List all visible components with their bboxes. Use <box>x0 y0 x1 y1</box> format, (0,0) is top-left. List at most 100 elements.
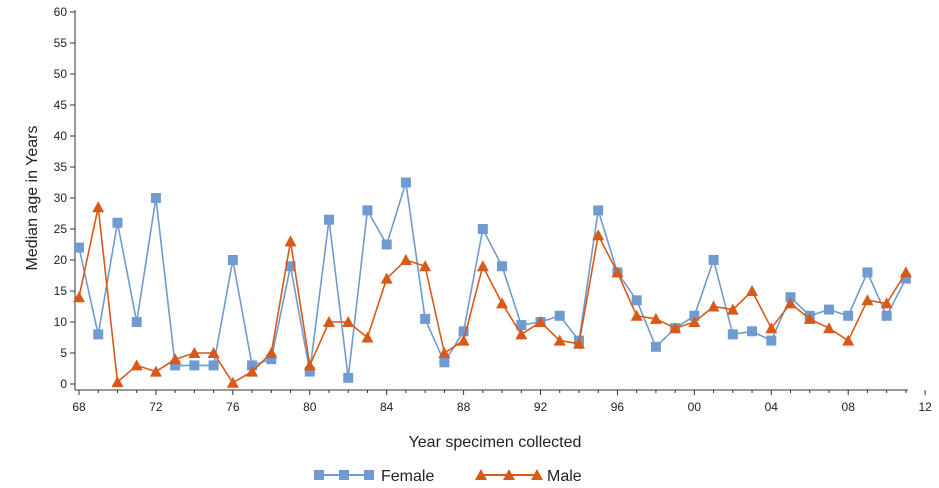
x-tick-label: 68 <box>72 400 86 414</box>
data-point-male <box>611 266 624 278</box>
y-tick-label: 30 <box>54 191 68 205</box>
data-point-female <box>497 261 508 272</box>
data-point-female <box>343 372 354 383</box>
data-point-male <box>130 359 143 371</box>
y-axis-title: Median age in Years <box>24 126 41 271</box>
data-point-female <box>785 292 796 303</box>
y-tick-label: 50 <box>54 67 68 81</box>
data-point-female <box>247 360 258 371</box>
x-tick-label: 92 <box>534 400 548 414</box>
data-point-female <box>823 304 834 315</box>
data-point-female <box>516 320 527 331</box>
data-point-male <box>399 254 412 265</box>
data-point-female <box>266 354 277 365</box>
data-point-female <box>650 341 661 352</box>
data-point-male <box>572 337 585 349</box>
legend-male-marker <box>531 469 543 480</box>
data-point-male <box>284 235 297 247</box>
data-point-male <box>669 322 682 334</box>
data-point-male <box>649 312 662 324</box>
data-point-male <box>149 365 162 377</box>
x-tick-label: 12 <box>918 400 932 414</box>
data-point-male <box>111 376 124 388</box>
data-point-male <box>73 291 85 303</box>
legend: Female Male <box>314 468 582 485</box>
data-point-female <box>304 366 315 377</box>
data-point-female <box>74 242 84 253</box>
data-point-male <box>842 334 855 346</box>
series-layer <box>73 177 912 388</box>
data-point-female <box>747 326 758 337</box>
data-point-male <box>322 316 335 327</box>
data-point-female <box>131 317 142 327</box>
legend-female-marker <box>364 470 374 480</box>
y-tick-label: 60 <box>54 5 68 19</box>
y-tick-label: 0 <box>60 377 67 391</box>
data-point-female <box>708 255 719 265</box>
y-tick-label: 55 <box>54 36 68 50</box>
y-tick-label: 25 <box>54 222 68 236</box>
data-point-female <box>458 326 469 337</box>
data-point-male <box>688 316 701 327</box>
series-male <box>73 201 912 388</box>
data-point-male <box>746 285 759 296</box>
data-point-male <box>419 260 432 272</box>
data-point-male <box>342 316 355 327</box>
data-point-female <box>900 273 911 284</box>
y-tick-label: 35 <box>54 160 68 174</box>
series-female <box>74 177 911 383</box>
data-point-male <box>169 353 182 365</box>
data-point-female <box>420 313 431 324</box>
data-point-female <box>208 360 219 371</box>
x-tick-label: 08 <box>842 400 856 414</box>
data-point-male <box>803 312 816 324</box>
data-point-female <box>727 329 738 340</box>
data-point-female <box>112 217 123 228</box>
y-tick-label: 10 <box>54 315 68 329</box>
data-point-male <box>534 316 547 327</box>
data-point-female <box>439 357 450 368</box>
data-point-male <box>822 322 835 334</box>
data-point-female <box>285 261 296 272</box>
legend-female-label: Female <box>381 468 434 485</box>
data-point-male <box>380 272 393 284</box>
data-point-female <box>323 214 334 225</box>
data-point-female <box>862 267 873 278</box>
data-point-male <box>707 300 720 312</box>
legend-female-marker <box>339 470 349 480</box>
data-point-female <box>400 177 411 188</box>
legend-male-marker <box>503 469 515 480</box>
x-tick-label: 72 <box>149 400 163 414</box>
y-tick-label: 40 <box>54 129 68 143</box>
data-point-female <box>381 239 392 250</box>
data-point-male <box>92 201 105 213</box>
data-point-male <box>515 328 528 340</box>
x-tick-label: 88 <box>457 400 471 414</box>
data-point-male <box>303 359 316 371</box>
data-point-male <box>457 334 470 346</box>
data-point-female <box>170 360 181 371</box>
data-point-male <box>476 260 489 272</box>
data-point-female <box>631 295 642 306</box>
data-point-male <box>630 309 643 321</box>
data-point-male <box>899 266 912 278</box>
data-point-female <box>227 255 238 265</box>
legend-item-female: Female <box>314 468 434 485</box>
data-point-male <box>880 297 893 309</box>
data-point-male <box>553 334 566 346</box>
y-tick-label: 5 <box>60 346 67 360</box>
y-tick-label: 15 <box>54 284 68 298</box>
data-point-female <box>477 224 488 234</box>
data-point-female <box>554 310 565 321</box>
y-tick-label: 20 <box>54 253 68 267</box>
x-tick-label: 84 <box>380 400 394 414</box>
data-point-female <box>93 329 104 340</box>
legend-female-marker <box>314 470 324 480</box>
data-point-male <box>207 347 220 358</box>
y-tick-label: 45 <box>54 98 68 112</box>
data-point-male <box>726 303 739 315</box>
x-tick-label: 00 <box>688 400 702 414</box>
x-tick-label: 96 <box>611 400 625 414</box>
series-female-line <box>78 182 907 378</box>
x-axis-title: Year specimen collected <box>409 434 582 451</box>
